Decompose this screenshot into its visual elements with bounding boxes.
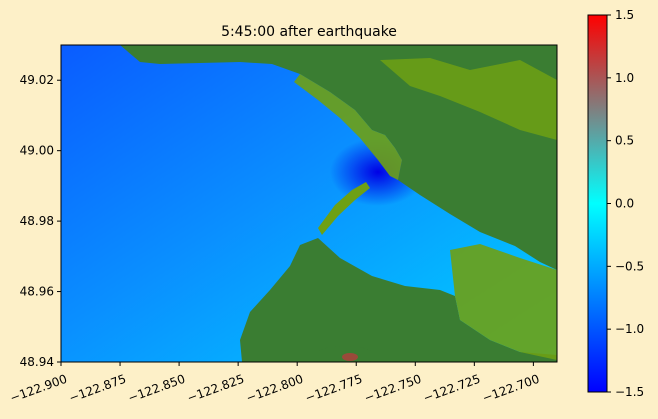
shallow-north [380,58,557,140]
y-tick-label: 48.94 [20,355,54,369]
colorbar-tick-label: −1.0 [615,322,644,336]
x-tick-label: −122.825 [185,372,246,406]
axes-frame [60,44,558,363]
x-tick-label: −122.875 [67,372,128,406]
x-tick-label: −122.725 [421,372,482,406]
land-south [240,238,557,362]
colorbar-axis: 1.5 1.0 0.5 0.0 −0.5 −1.0 −1.5 [607,8,644,399]
y-tick-label: 49.02 [20,73,54,87]
x-tick-label: −122.850 [126,372,187,406]
shallow-coast-north [294,74,402,180]
colorbar [588,15,607,392]
x-tick-label: −122.800 [244,372,305,406]
x-tick-label: −122.750 [362,372,423,406]
x-tick-label: −122.775 [303,372,364,406]
x-tick-label: −122.700 [480,372,541,406]
y-tick-label: 48.98 [20,214,54,228]
colorbar-tick-label: 0.5 [615,134,634,148]
colorbar-tick-label: −1.5 [615,385,644,399]
colorbar-tick-label: 0.0 [615,197,634,211]
y-tick-label: 48.96 [20,285,54,299]
colorbar-tick-label: 1.5 [615,8,634,22]
positive-anomaly-patch [342,353,358,361]
shallow-south [450,244,557,360]
x-axis: −122.900−122.875−122.850−122.825−122.800… [8,362,541,405]
x-tick-label: −122.900 [8,372,69,406]
y-axis: 48.94 48.96 48.98 49.00 49.02 [20,73,61,369]
colorbar-tick-label: −0.5 [615,259,644,273]
chart-title: 5:45:00 after earthquake [221,24,397,40]
spit [318,182,370,235]
plot-area [61,45,557,362]
land-north [120,45,557,270]
y-tick-label: 49.00 [20,144,54,158]
colorbar-tick-label: 1.0 [615,71,634,85]
